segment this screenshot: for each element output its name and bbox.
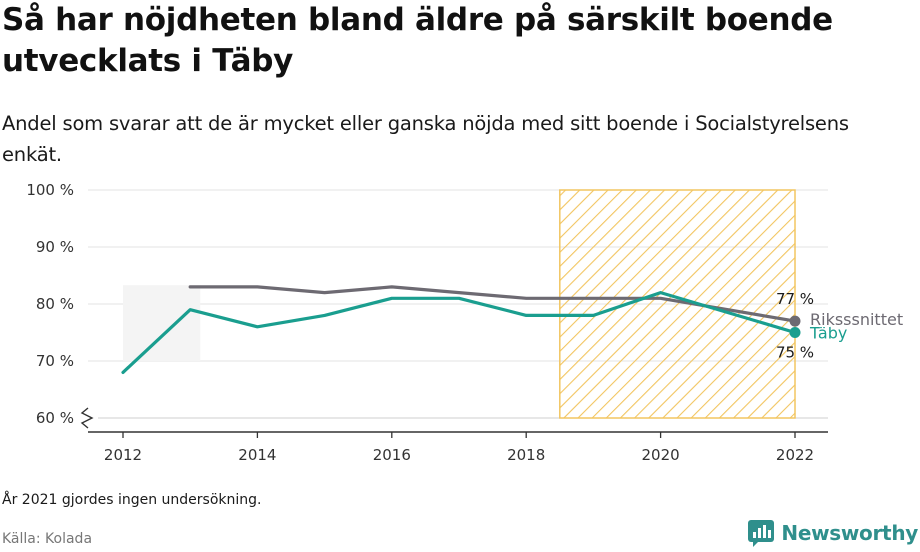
series-end-point [789, 327, 801, 338]
x-tick-label: 2012 [104, 446, 142, 464]
value-label-rikssnittet: 77 % [776, 290, 814, 308]
series-line-rikssnittet [188, 285, 797, 323]
chart-title: Så har nöjdheten bland äldre på särskilt… [2, 2, 833, 79]
source-credit: Källa: Kolada [2, 531, 93, 547]
brand-logo: Newsworthy [747, 519, 918, 547]
y-tick-label: 70 % [36, 352, 74, 370]
value-label-taby: 75 % [776, 344, 814, 362]
series-line-taby [121, 291, 797, 374]
axis-break-icon [80, 407, 94, 429]
highlight-band [559, 189, 796, 419]
x-tick-label: 2022 [776, 446, 814, 464]
axes: 100 % 90 % 80 % 70 % 60 % 2012 2014 2016 2018 202… [26, 181, 828, 464]
brand-name: Newsworthy [781, 521, 918, 545]
hatched-highlight [559, 189, 796, 419]
line-chart: 100 % 90 % 80 % 70 % 60 % 2012 2014 2016 2018 202… [26, 181, 905, 464]
series-end-point [789, 315, 801, 327]
y-tick-label: 60 % [36, 409, 74, 427]
x-tick-label: 2018 [507, 446, 545, 464]
x-tick-label: 2014 [238, 446, 276, 464]
newsworthy-logo-icon [748, 520, 775, 547]
start-shade [123, 285, 201, 361]
series-name-rikssnittet: Riksssnittet [810, 310, 903, 329]
y-tick-label: 80 % [36, 295, 74, 313]
y-tick-label: 100 % [26, 181, 74, 199]
y-tick-label: 90 % [36, 238, 74, 256]
x-tick-label: 2016 [373, 446, 411, 464]
gridlines [88, 189, 828, 419]
chart-subtitle: Andel som svarar att de är mycket eller … [2, 112, 849, 166]
series-name-taby: Täby [809, 324, 847, 343]
footnote: År 2021 gjordes ingen undersökning. [2, 492, 262, 508]
x-tick-label: 2020 [642, 446, 680, 464]
series-lines [121, 285, 801, 374]
